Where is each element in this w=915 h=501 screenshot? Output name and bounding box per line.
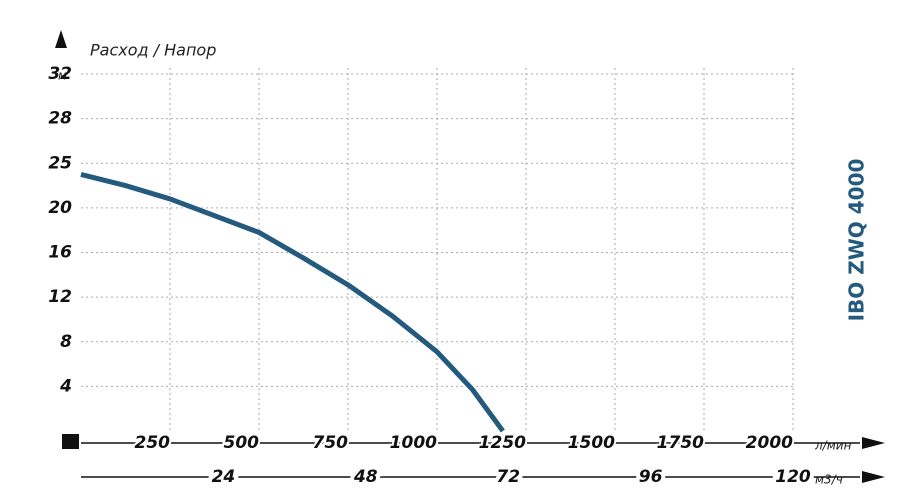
x-unit: л/мин	[814, 439, 852, 453]
x-tick-label: 500	[224, 433, 260, 453]
origin-square	[62, 434, 79, 449]
y-tick-label: 12	[48, 287, 72, 307]
x2-tick-label: 72	[496, 467, 520, 487]
x2-tick-label: 24	[212, 467, 236, 487]
y-tick-label: 28	[48, 109, 72, 129]
x2-tick-label: 120	[775, 467, 811, 487]
x2-unit: м3/ч	[815, 473, 843, 487]
y-tick-label: 25	[48, 153, 72, 173]
x-tick-label: 750	[313, 433, 349, 453]
x2-tick-label: 96	[639, 467, 663, 487]
x-tick-label: 1750	[657, 433, 704, 453]
x2-axis-arrow	[862, 471, 885, 483]
y-tick-label: 16	[48, 243, 72, 263]
chart-title: Расход / Напор	[90, 41, 216, 60]
x-tick-label: 250	[135, 433, 171, 453]
x-tick-label: 1250	[479, 433, 526, 453]
x2-tick-label: 48	[353, 467, 378, 487]
series-label: IBO ZWQ 4000	[845, 159, 869, 322]
y-tick-label: 8	[60, 332, 72, 352]
x-tick-label: 1500	[568, 433, 615, 453]
y-tick-label: 32	[48, 64, 72, 84]
series-line	[80, 171, 505, 433]
y-tick-label: 20	[48, 198, 72, 218]
y-unit: м	[58, 69, 67, 83]
x-axis-arrow	[862, 437, 885, 449]
y-axis-arrow	[55, 30, 67, 48]
x-tick-label: 2000	[746, 433, 793, 453]
y-tick-label: 4	[59, 376, 72, 396]
x-tick-label: 1000	[390, 433, 437, 453]
